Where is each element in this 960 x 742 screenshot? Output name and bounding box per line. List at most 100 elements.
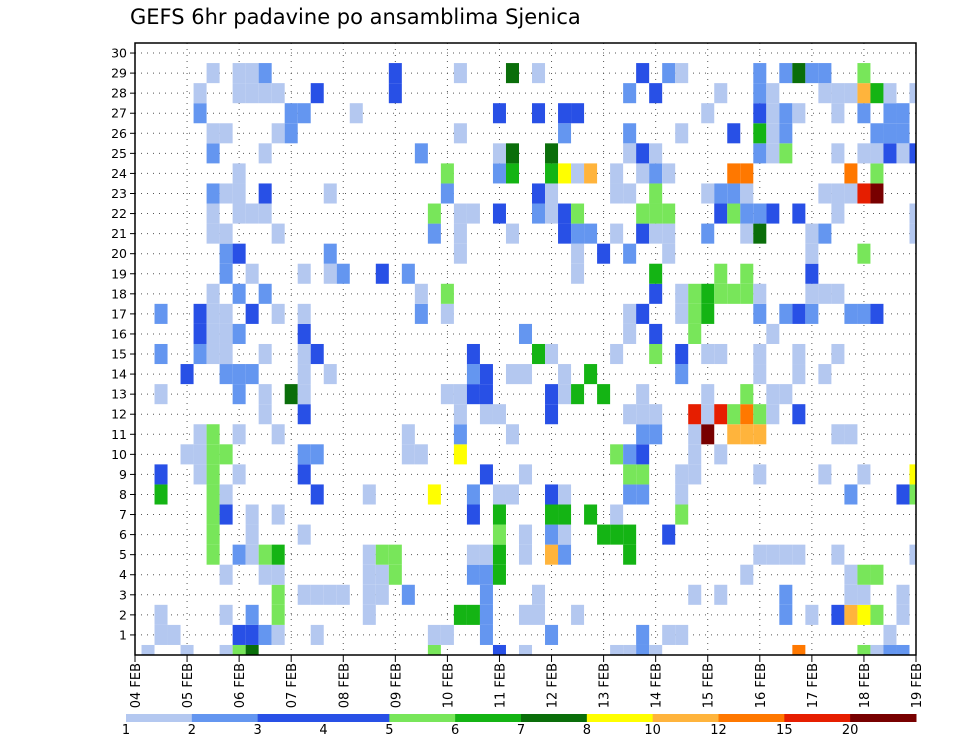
x-tick-label: 14 FEB — [650, 663, 665, 708]
heatmap-cell — [701, 223, 715, 244]
heatmap-cell — [701, 183, 715, 204]
heatmap-cell — [453, 604, 467, 625]
heatmap-cell — [714, 283, 728, 304]
heatmap-cell — [623, 323, 637, 344]
heatmap-cell — [623, 404, 637, 425]
heatmap-cell — [466, 384, 480, 405]
heatmap-cell — [844, 83, 858, 104]
heatmap-cell — [336, 263, 350, 284]
legend-label: 3 — [254, 723, 262, 738]
heatmap-cell — [779, 103, 793, 124]
heatmap-cell — [766, 544, 780, 565]
heatmap-cell — [870, 143, 884, 164]
y-tick-label: 7 — [119, 507, 127, 522]
heatmap-cell — [597, 524, 611, 545]
heatmap-cell — [610, 163, 624, 184]
heatmap-cell — [753, 404, 767, 425]
heatmap-cell — [688, 323, 702, 344]
heatmap-cell — [883, 123, 897, 144]
heatmap-cell — [232, 624, 246, 645]
heatmap-cell — [714, 263, 728, 284]
legend-label: 7 — [517, 723, 525, 738]
heatmap-cell — [753, 283, 767, 304]
heatmap-cell — [427, 484, 441, 505]
heatmap-cell — [766, 384, 780, 405]
heatmap-cell — [466, 544, 480, 565]
heatmap-cell — [662, 223, 676, 244]
heatmap-cell — [154, 484, 168, 505]
heatmap-cell — [440, 163, 454, 184]
heatmap-cell — [427, 203, 441, 224]
heatmap-cell — [753, 464, 767, 485]
heatmap-cell — [740, 263, 754, 284]
heatmap-cell — [310, 83, 324, 104]
legend-swatch — [652, 714, 719, 722]
heatmap-cell — [714, 183, 728, 204]
heatmap-cell — [649, 404, 663, 425]
heatmap-cell — [518, 464, 533, 485]
heatmap-cell — [909, 143, 916, 164]
heatmap-cell — [323, 584, 337, 605]
heatmap-cell — [362, 544, 376, 565]
heatmap-cell — [727, 424, 741, 445]
heatmap-cell — [779, 604, 793, 625]
heatmap-cell — [545, 624, 559, 645]
heatmap-cell — [818, 464, 832, 485]
heatmap-cell — [466, 343, 480, 365]
heatmap-cell — [740, 203, 754, 224]
heatmap-cell — [844, 484, 858, 505]
heatmap-cell — [271, 584, 285, 605]
heatmap-cell — [284, 103, 298, 124]
heatmap-cell — [636, 143, 650, 164]
heatmap-cell — [245, 303, 259, 324]
legend-swatch — [455, 714, 522, 722]
heatmap-cell — [154, 624, 168, 645]
heatmap-cell — [193, 343, 207, 365]
heatmap-cell — [844, 424, 858, 445]
heatmap-cell — [662, 243, 676, 264]
heatmap-cell — [232, 283, 246, 304]
heatmap-cell — [649, 263, 663, 284]
y-tick-label: 16 — [111, 326, 127, 341]
heatmap-cell — [571, 604, 585, 625]
heatmap-cell — [779, 123, 793, 144]
heatmap-cell — [636, 444, 650, 465]
heatmap-cell — [219, 484, 233, 505]
heatmap-cell — [453, 243, 467, 264]
heatmap-cell — [779, 384, 793, 405]
heatmap-cell — [232, 83, 246, 104]
heatmap-cell — [271, 123, 285, 144]
heatmap-cell — [623, 544, 637, 565]
heatmap-cell — [688, 404, 702, 425]
heatmap-cell — [636, 163, 650, 184]
heatmap-cell — [505, 223, 519, 244]
heatmap-cell — [792, 303, 806, 324]
heatmap-cell — [740, 183, 754, 204]
heatmap-cell — [414, 143, 428, 164]
x-tick-label: 13 FEB — [598, 663, 613, 708]
heatmap-cell — [649, 343, 663, 365]
heatmap-cell — [753, 424, 767, 445]
heatmap-cell — [245, 624, 259, 645]
heatmap-cell — [466, 504, 480, 525]
heatmap-cell — [558, 484, 572, 505]
heatmap-cell — [206, 343, 220, 365]
heatmap-cell — [714, 83, 728, 104]
heatmap-cell — [792, 544, 806, 565]
y-tick-label: 8 — [119, 487, 127, 502]
heatmap-cell — [857, 63, 871, 84]
heatmap-cell — [492, 103, 506, 124]
heatmap-cell — [245, 544, 259, 565]
y-tick-label: 30 — [111, 46, 127, 61]
heatmap-cell — [206, 223, 220, 244]
heatmap-cell — [492, 143, 506, 164]
heatmap-cell — [753, 343, 767, 365]
y-tick-label: 13 — [111, 387, 127, 402]
heatmap-cell — [779, 584, 793, 605]
y-tick-label: 1 — [119, 627, 127, 642]
heatmap-cell — [688, 283, 702, 304]
heatmap-cell — [753, 83, 767, 104]
heatmap-cell — [232, 544, 246, 565]
heatmap-cell — [258, 343, 272, 365]
heatmap-cell — [505, 484, 519, 505]
